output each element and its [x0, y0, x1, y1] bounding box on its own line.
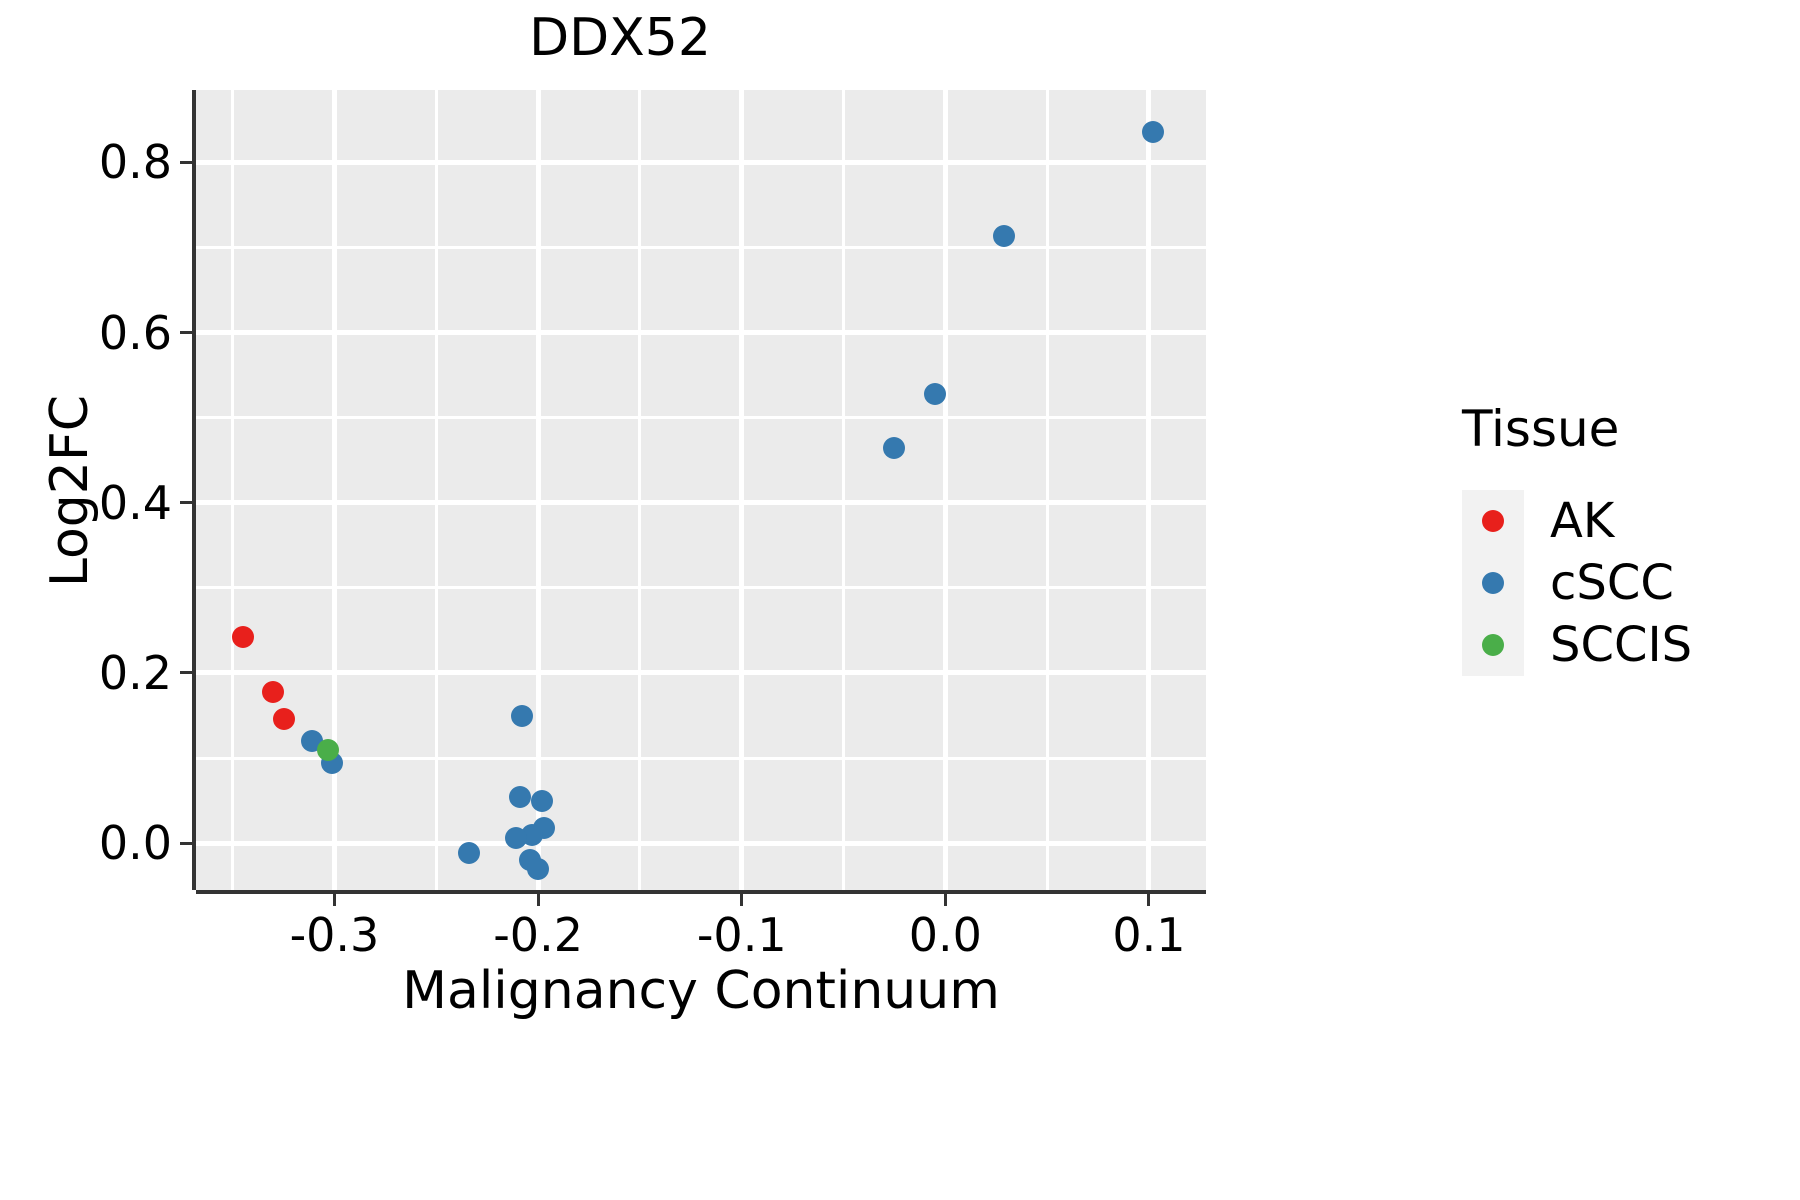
gridline-horizontal [196, 670, 1206, 676]
y-axis-line [192, 90, 196, 890]
x-axis-title: Malignancy Continuum [402, 961, 1000, 1021]
legend-point-icon [1482, 572, 1504, 594]
data-point-cscc [531, 789, 554, 812]
gridline-horizontal [196, 500, 1206, 506]
gridline-vertical [1045, 90, 1049, 890]
legend-key-swatch-box [1462, 552, 1524, 614]
data-point-cscc [883, 437, 906, 460]
legend-items: AK cSCC SCCIS [1462, 490, 1782, 676]
data-point-sccis [317, 739, 340, 762]
y-tick-mark [180, 841, 192, 845]
data-point-cscc [508, 786, 531, 809]
data-point-cscc [510, 704, 533, 727]
x-tick-label: 0.1 [1112, 908, 1186, 962]
x-tick-mark [740, 894, 744, 906]
gridline-vertical [231, 90, 235, 890]
legend-item-sccis[interactable]: SCCIS [1462, 614, 1782, 676]
gridline-vertical [739, 90, 745, 890]
gridline-horizontal [196, 586, 1206, 590]
gridline-horizontal [196, 840, 1206, 846]
y-tick-label: 0.6 [98, 305, 172, 360]
data-point-cscc [993, 224, 1016, 247]
y-tick-label: 0.2 [98, 645, 172, 700]
y-tick-mark [180, 331, 192, 335]
y-axis-title: Log2FC [40, 394, 100, 588]
gridline-vertical [331, 90, 337, 890]
legend-key-swatch-box [1462, 614, 1524, 676]
gridline-horizontal [196, 245, 1206, 249]
legend-point-icon [1482, 634, 1504, 656]
data-point-cscc [504, 827, 527, 850]
gridline-horizontal [196, 330, 1206, 336]
data-point-cscc [457, 842, 480, 865]
data-point-cscc [1142, 120, 1165, 143]
legend-title: Tissue [1462, 400, 1620, 458]
gridline-horizontal [196, 159, 1206, 165]
x-axis-line [196, 890, 1206, 894]
gridline-vertical [434, 90, 438, 890]
legend-item-label: SCCIS [1550, 617, 1693, 673]
data-point-ak [231, 626, 254, 649]
x-tick-label: -0.1 [696, 908, 787, 962]
x-tick-mark [332, 894, 336, 906]
x-tick-label: -0.2 [493, 908, 583, 962]
y-tick-label: 0.4 [98, 475, 172, 530]
y-tick-mark [180, 501, 192, 505]
data-point-cscc [527, 857, 550, 880]
gridline-vertical [535, 90, 541, 890]
legend-item-ak[interactable]: AK [1462, 490, 1782, 552]
legend-key-swatch-box [1462, 490, 1524, 552]
data-point-ak [272, 707, 295, 730]
plot-panel [196, 90, 1206, 890]
legend-item-label: AK [1550, 493, 1615, 549]
gridline-horizontal [196, 416, 1206, 420]
y-tick-mark [180, 160, 192, 164]
gridline-horizontal [196, 756, 1206, 760]
x-tick-label: -0.3 [289, 908, 380, 962]
data-point-ak [262, 680, 285, 703]
gridline-vertical [1146, 90, 1152, 890]
y-tick-label: 0.8 [98, 135, 172, 190]
y-tick-label: 0.0 [98, 816, 172, 871]
page-title: DDX52 [529, 8, 711, 68]
gridline-vertical [638, 90, 642, 890]
gridline-vertical [942, 90, 948, 890]
legend-point-icon [1482, 510, 1504, 532]
x-tick-mark [536, 894, 540, 906]
y-tick-mark [180, 671, 192, 675]
x-tick-label: 0.0 [908, 908, 982, 962]
legend: Tissue AK cSCC SCCIS [1462, 400, 1782, 676]
gridline-vertical [842, 90, 846, 890]
x-tick-mark [943, 894, 947, 906]
x-tick-mark [1147, 894, 1151, 906]
legend-item-label: cSCC [1550, 555, 1674, 611]
legend-item-cscc[interactable]: cSCC [1462, 552, 1782, 614]
data-point-cscc [924, 382, 947, 405]
